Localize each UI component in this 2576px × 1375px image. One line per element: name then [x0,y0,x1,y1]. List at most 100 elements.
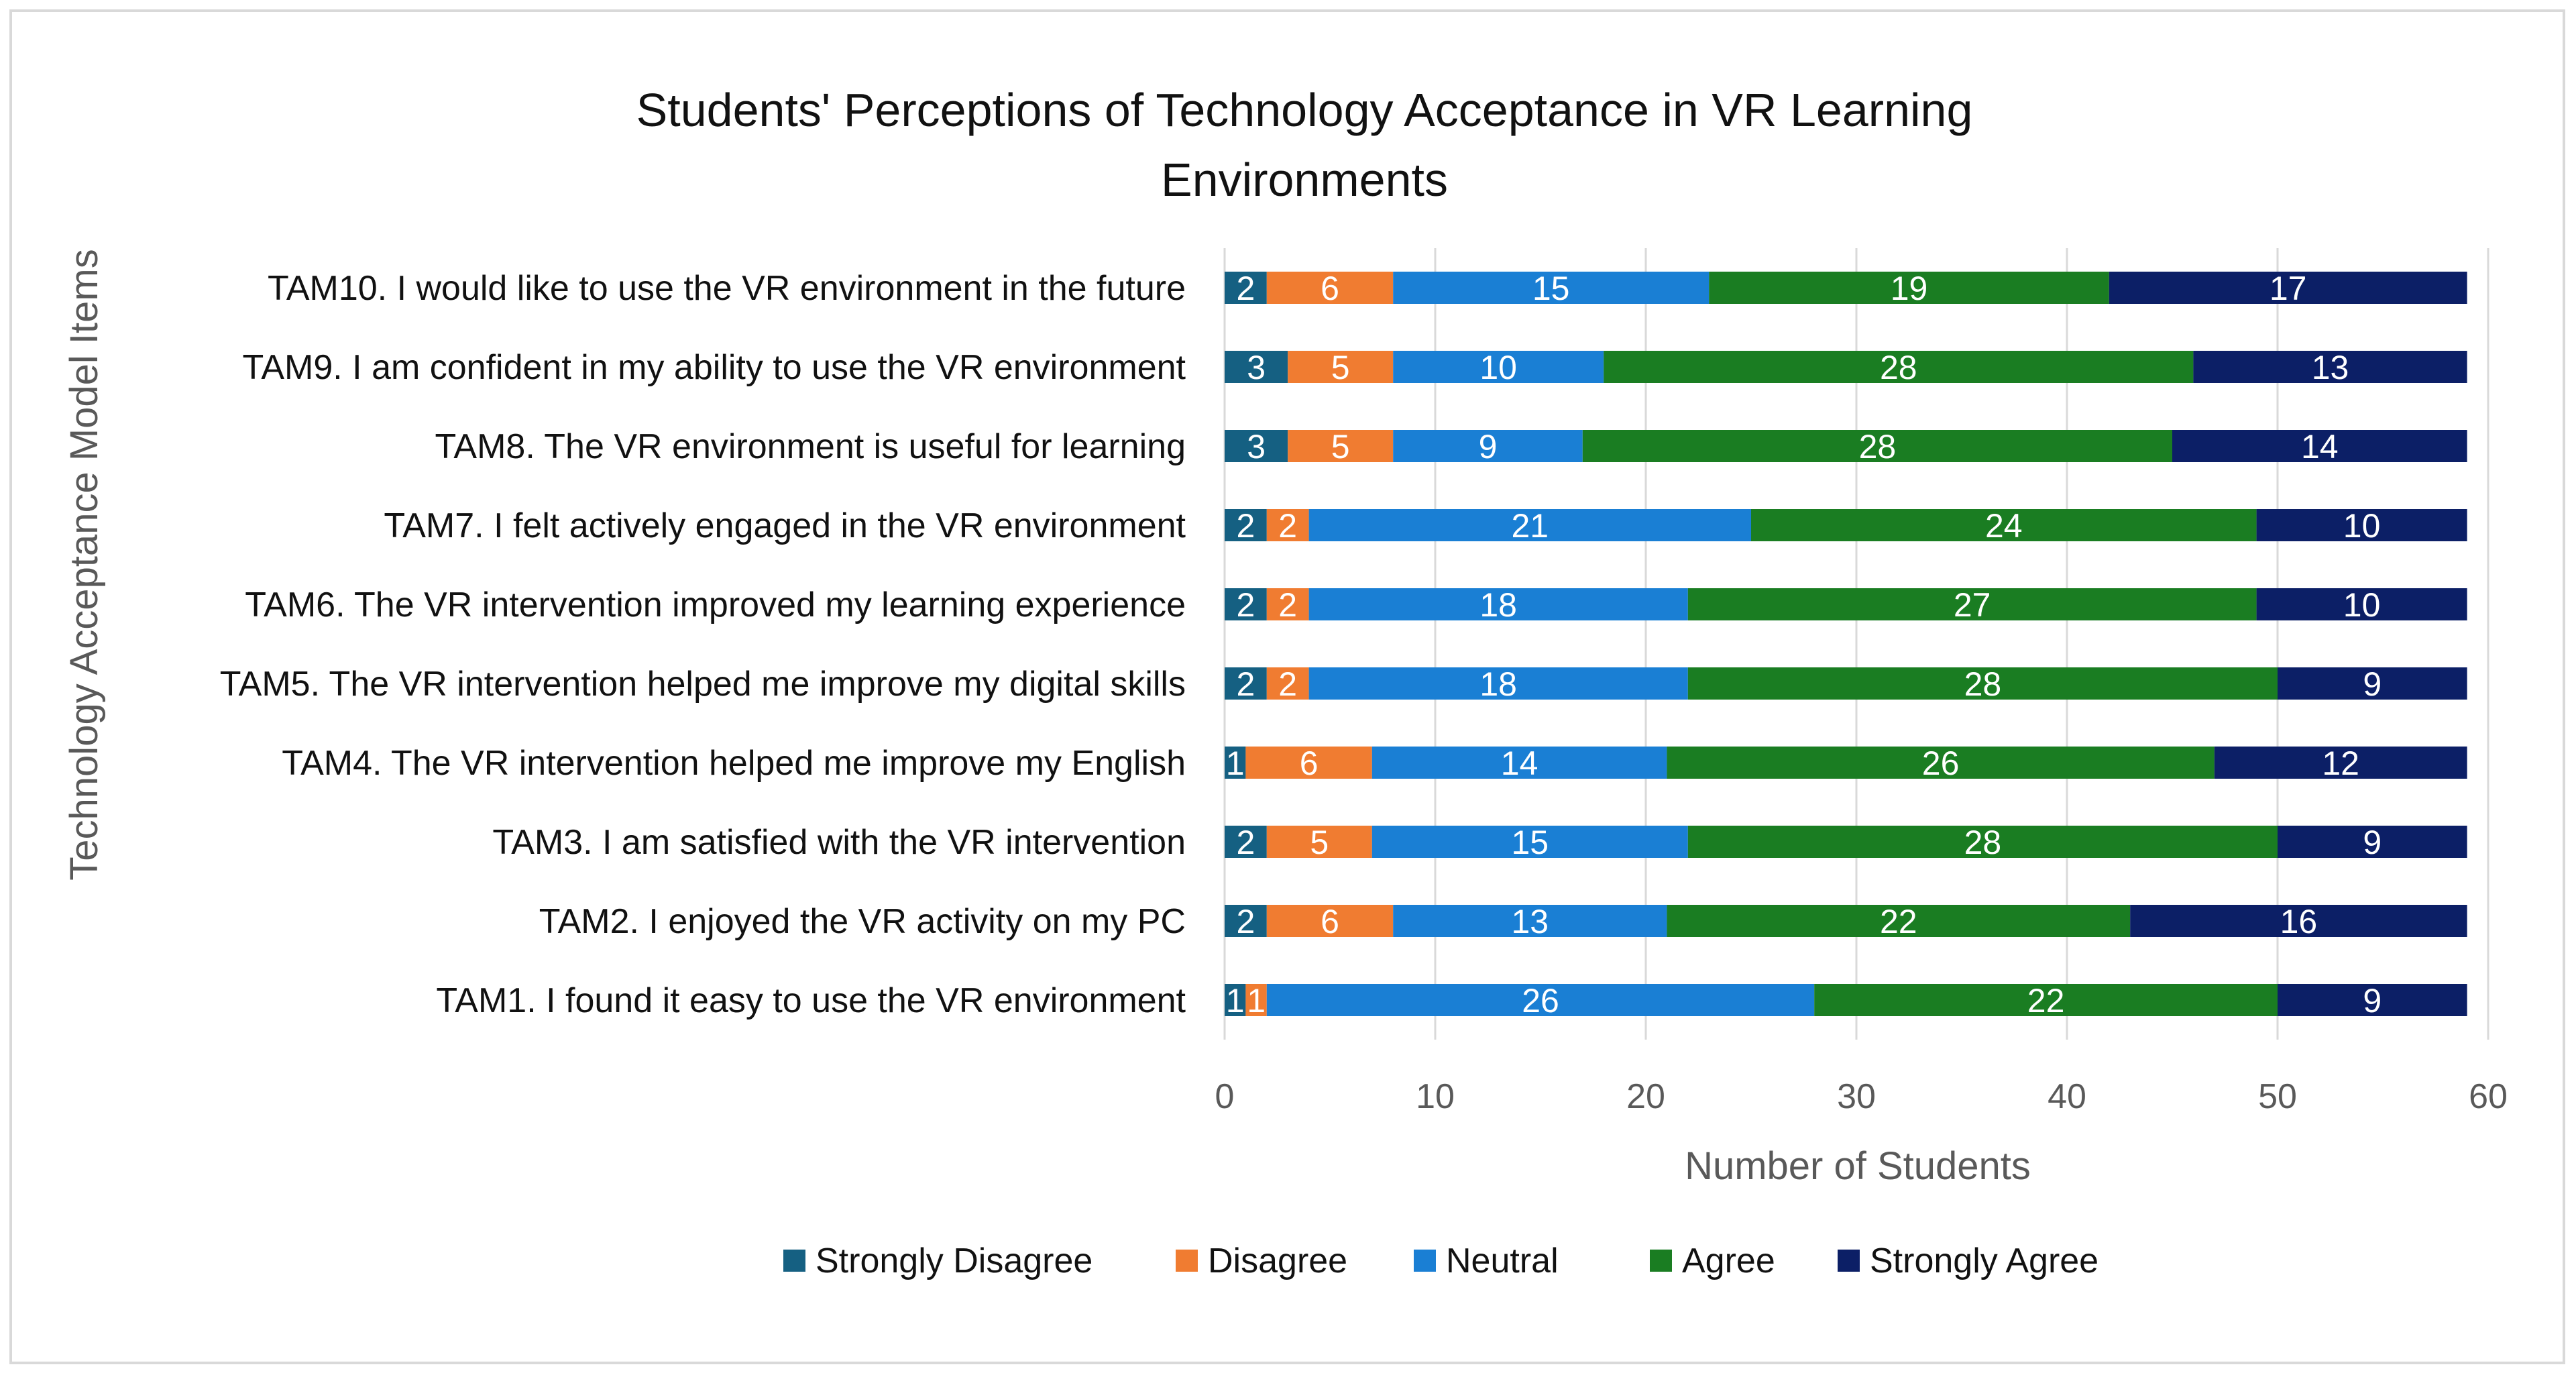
bar-segment [2278,826,2467,858]
bar-segment [2109,272,2467,304]
category-label: TAM8. The VR environment is useful for l… [435,427,1186,466]
bar-segment [1225,509,1267,541]
data-label: 15 [1511,824,1549,861]
bar-segment [1371,826,1688,858]
bar-segment [1225,905,1267,937]
data-label: 22 [1880,903,1917,940]
bar-segment [1308,509,1751,541]
data-label: 9 [2363,824,2382,861]
category-label: TAM7. I felt actively engaged in the VR … [384,506,1186,545]
bar-segment [1245,747,1372,779]
bar-segment [2172,430,2467,462]
bar-segment [1687,667,2278,700]
x-tick-label: 50 [2258,1077,2297,1116]
data-label: 13 [2312,349,2349,386]
data-label: 13 [1511,903,1549,940]
bar-segment [1225,826,1267,858]
data-label: 2 [1236,270,1255,307]
bar-segment [1288,351,1394,383]
x-tick-label: 40 [2048,1077,2086,1116]
data-label: 6 [1300,745,1319,782]
data-label: 26 [1922,745,1960,782]
bar-segment [1266,667,1309,700]
data-label: 12 [2322,745,2359,782]
x-axis-title: Number of Students [1685,1144,2031,1188]
category-label: TAM9. I am confident in my ability to us… [242,348,1186,387]
chart-title-line-1: Students' Perceptions of Technology Acce… [636,84,1973,136]
x-tick-labels: 0 10 20 30 40 50 60 [1215,1077,2508,1116]
bar-segment [1308,588,1688,620]
data-label: 24 [1985,507,2023,545]
bar-segment [1393,272,1710,304]
chart-title-line-2: Environments [1161,154,1448,206]
data-label: 2 [1278,586,1297,624]
data-label: 22 [2027,982,2065,1020]
x-tick-label: 20 [1626,1077,1665,1116]
data-label: 28 [1859,428,1897,465]
bar-segment [2256,509,2467,541]
bars [1225,272,2467,1016]
data-label: 14 [2301,428,2339,465]
bar-segment [2278,984,2467,1016]
data-label: 2 [1236,586,1255,624]
data-label: 26 [1522,982,1559,1020]
legend-swatch [1838,1250,1860,1272]
bar-segment [1371,747,1667,779]
data-label: 27 [1954,586,1991,624]
data-label: 9 [2363,982,2382,1020]
bar-segment [1225,351,1288,383]
data-label: 15 [1532,270,1570,307]
y-axis-title: Technology Acceptance Model Items [62,249,106,880]
data-label: 21 [1511,507,1549,545]
data-label: 2 [1236,824,1255,861]
bar-segment [2130,905,2467,937]
bar-segment [1266,984,1815,1016]
x-tick-label: 10 [1416,1077,1455,1116]
category-label: TAM1. I found it easy to use the VR envi… [436,981,1186,1020]
data-label: 9 [2363,665,2382,703]
data-label: 2 [1236,507,1255,545]
bar-segment [1604,351,2194,383]
data-labels: 1 1 26 22 92 6 13 22 162 5 15 28 91 6 14 26 122 2 18 28 92 2 1… [1226,270,2382,1020]
data-label: 28 [1964,665,2002,703]
bar-segment [1225,272,1267,304]
data-label: 1 [1226,982,1245,1020]
category-label: TAM10. I would like to use the VR enviro… [268,269,1186,308]
legend-label: Agree [1682,1242,1775,1280]
bar-segment [1225,984,1246,1016]
bar-segment [2193,351,2467,383]
category-label: TAM2. I enjoyed the VR activity on my PC [539,902,1186,941]
bar-segment [2256,588,2467,620]
bar-segment [1225,667,1267,700]
bar-segment [1393,430,1583,462]
data-label: 1 [1247,982,1266,1020]
data-label: 3 [1247,349,1266,386]
bar-segment [1266,905,1394,937]
bar-segment [1245,984,1267,1016]
data-label: 6 [1321,903,1339,940]
data-label: 17 [2270,270,2307,307]
data-label: 2 [1278,507,1297,545]
category-label: TAM5. The VR intervention helped me impr… [220,665,1186,704]
x-tick-label: 30 [1837,1077,1876,1116]
bar-segment [1266,826,1372,858]
category-labels: TAM1. I found it easy to use the VR envi… [220,269,1186,1020]
bar-segment [1308,667,1688,700]
data-label: 14 [1501,745,1538,782]
bar-segment [1709,272,2109,304]
x-tick-label: 60 [2469,1077,2508,1116]
data-label: 5 [1310,824,1329,861]
data-label: 10 [2343,586,2381,624]
data-label: 9 [1479,428,1498,465]
bar-segment [1266,272,1394,304]
legend-swatch [1176,1250,1198,1272]
bar-segment [1667,747,2215,779]
data-label: 19 [1891,270,1928,307]
data-label: 18 [1479,665,1517,703]
data-label: 2 [1236,665,1255,703]
legend: Strongly Disagree Disagree Neutral Agree Str… [783,1242,2098,1280]
bar-segment [1225,588,1267,620]
data-label: 1 [1226,745,1245,782]
bar-segment [1393,905,1667,937]
